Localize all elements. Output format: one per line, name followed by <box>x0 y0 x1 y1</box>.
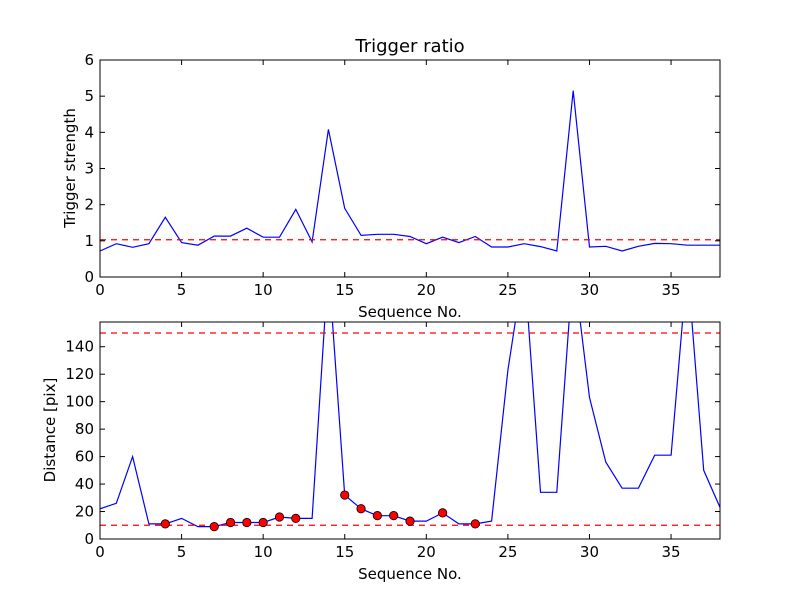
y-tick-label: 40 <box>75 475 94 493</box>
x-tick-label: 30 <box>580 543 599 561</box>
y-tick-label: 6 <box>84 51 94 69</box>
data-point-marker <box>291 513 301 523</box>
x-tick-label: 20 <box>417 543 436 561</box>
x-axis-label: Sequence No. <box>358 303 462 321</box>
data-point-marker <box>225 517 236 528</box>
data-point-marker <box>160 519 170 529</box>
y-tick-label: 0 <box>84 268 94 286</box>
x-axis-label: Sequence No. <box>358 565 462 583</box>
data-point-marker <box>405 516 415 526</box>
y-tick-label: 5 <box>84 87 94 105</box>
y-axis-label: Trigger strength <box>61 108 79 229</box>
axis-ticks: 0 5 10 15 20 25 30 35 0 20 40 60 80 100 120 140 <box>65 322 720 561</box>
x-tick-label: 35 <box>662 281 681 299</box>
y-tick-label: 140 <box>65 338 94 356</box>
x-tick-label: 30 <box>580 281 599 299</box>
x-tick-label: 35 <box>662 543 681 561</box>
plot-area <box>100 90 720 252</box>
x-tick-label: 25 <box>498 543 517 561</box>
data-point-marker <box>438 508 448 518</box>
y-tick-label: 80 <box>75 420 94 438</box>
chart-title: Trigger ratio <box>354 36 464 57</box>
plot-area <box>100 322 720 532</box>
y-tick-label: 20 <box>75 503 94 521</box>
y-tick-label: 100 <box>65 393 94 411</box>
x-tick-label: 15 <box>335 543 354 561</box>
series-line <box>100 90 720 252</box>
x-tick-label: 10 <box>254 281 273 299</box>
axis-ticks: 0 5 10 15 20 25 30 35 0 1 2 3 4 5 6 <box>84 51 720 299</box>
x-tick-label: 0 <box>95 281 105 299</box>
x-tick-label: 5 <box>177 281 187 299</box>
data-point-marker <box>389 511 399 521</box>
y-tick-label: 4 <box>84 123 94 141</box>
x-tick-label: 0 <box>95 543 105 561</box>
axes-frame <box>99 321 721 540</box>
data-point-marker <box>356 504 366 514</box>
data-point-marker <box>274 512 285 522</box>
y-axis-label: Distance [pix] <box>41 378 59 483</box>
distance-panel: 0 5 10 15 20 25 30 35 0 20 40 60 80 100 120 140 Sequenc… <box>41 321 721 583</box>
y-tick-label: 3 <box>84 160 94 178</box>
y-tick-label: 2 <box>84 196 94 214</box>
data-point-marker <box>209 522 219 532</box>
y-tick-label: 1 <box>84 232 94 250</box>
x-tick-label: 25 <box>498 281 517 299</box>
x-tick-label: 10 <box>254 543 273 561</box>
data-point-marker <box>242 517 252 528</box>
y-tick-label: 60 <box>75 448 94 466</box>
x-tick-label: 20 <box>417 281 436 299</box>
y-tick-label: 0 <box>84 530 94 548</box>
x-tick-label: 5 <box>177 543 187 561</box>
data-point-marker <box>340 490 350 500</box>
data-point-marker <box>372 511 382 521</box>
y-tick-label: 120 <box>65 365 94 383</box>
data-point-marker <box>258 517 268 528</box>
data-point-marker <box>470 519 480 529</box>
x-tick-label: 15 <box>335 281 354 299</box>
trigger-ratio-panel: Trigger ratio 0 5 10 15 20 25 30 35 0 1 2 3 4 5 6 Sequ… <box>61 36 721 321</box>
